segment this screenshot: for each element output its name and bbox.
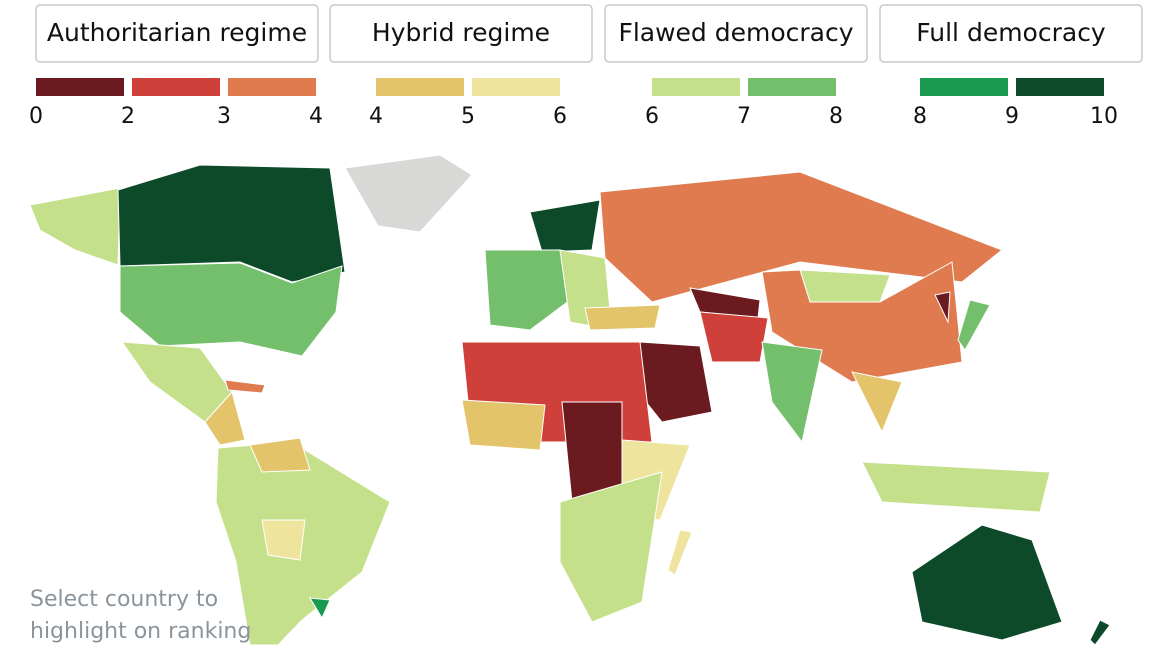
regime-title[interactable]: Authoritarian regime xyxy=(47,18,307,47)
regime-button[interactable] xyxy=(35,4,319,63)
legend-group: Authoritarian regime 0 2 3 4 xyxy=(29,4,323,129)
greenland[interactable] xyxy=(344,154,473,233)
legend-group: Flawed democracy 6 7 8 xyxy=(604,4,868,129)
regime-button[interactable] xyxy=(329,4,593,63)
legend-tick-label: 10 xyxy=(1090,104,1118,129)
legend-tick-label: 3 xyxy=(217,104,231,129)
scandinavia[interactable] xyxy=(529,199,601,253)
legend-tick-label: 6 xyxy=(645,104,659,129)
turkey[interactable] xyxy=(584,304,661,331)
legend-tick-label: 6 xyxy=(553,104,567,129)
legend-swatch xyxy=(132,78,220,96)
legend-swatch xyxy=(472,78,560,96)
regime-title[interactable]: Full democracy xyxy=(916,18,1106,47)
legend-tick-label: 8 xyxy=(829,104,843,129)
legend-swatch xyxy=(36,78,124,96)
legend-swatch xyxy=(652,78,740,96)
west-africa[interactable] xyxy=(461,399,546,451)
southeast-asia[interactable] xyxy=(851,371,903,434)
legend-tick-label: 4 xyxy=(369,104,383,129)
bolivia[interactable] xyxy=(261,519,306,561)
legend-tick-label: 4 xyxy=(309,104,323,129)
hint-text: Select country to xyxy=(30,587,218,612)
india[interactable] xyxy=(761,341,823,444)
central-america[interactable] xyxy=(204,390,246,446)
regime-title[interactable]: Flawed democracy xyxy=(618,18,853,47)
legend-tick-label: 7 xyxy=(737,104,751,129)
regime-title[interactable]: Hybrid regime xyxy=(372,18,550,47)
legend-tick-label: 5 xyxy=(461,104,475,129)
indonesia[interactable] xyxy=(861,461,1051,513)
legend-swatch xyxy=(748,78,836,96)
legend-swatch xyxy=(228,78,316,96)
southern-africa[interactable] xyxy=(559,471,663,623)
legend-tick-label: 8 xyxy=(913,104,927,129)
russia[interactable] xyxy=(599,171,1003,303)
north-korea[interactable] xyxy=(934,291,951,324)
australia[interactable] xyxy=(911,524,1063,641)
legend-tick-label: 9 xyxy=(1005,104,1019,129)
alaska[interactable] xyxy=(29,187,121,266)
venezuela[interactable] xyxy=(249,437,311,473)
japan[interactable] xyxy=(957,299,991,351)
regime-button[interactable] xyxy=(879,4,1143,63)
legend-swatch xyxy=(376,78,464,96)
uruguay[interactable] xyxy=(309,597,331,620)
caribbean[interactable] xyxy=(224,379,266,394)
legend-group: Full democracy 8 9 10 xyxy=(879,4,1143,129)
madagascar[interactable] xyxy=(667,529,693,576)
mongolia[interactable] xyxy=(799,269,891,303)
iran[interactable] xyxy=(699,311,769,363)
legend: Authoritarian regime 0 2 3 4 Hybrid regime 4 5 6… xyxy=(29,4,1143,129)
legend-swatch xyxy=(1016,78,1104,96)
legend-group: Hybrid regime 4 5 6 xyxy=(329,4,593,129)
legend-tick-label: 0 xyxy=(29,104,43,129)
new-zealand[interactable] xyxy=(1089,619,1111,646)
world-map[interactable] xyxy=(29,154,1111,646)
western-europe[interactable] xyxy=(484,249,571,331)
hint: Select country to highlight on ranking xyxy=(30,587,251,644)
legend-swatch xyxy=(920,78,1008,96)
legend-tick-label: 2 xyxy=(121,104,135,129)
usa[interactable] xyxy=(119,262,343,357)
hint-text: highlight on ranking xyxy=(30,619,251,644)
regime-button[interactable] xyxy=(604,4,868,63)
south-america[interactable] xyxy=(215,441,391,646)
